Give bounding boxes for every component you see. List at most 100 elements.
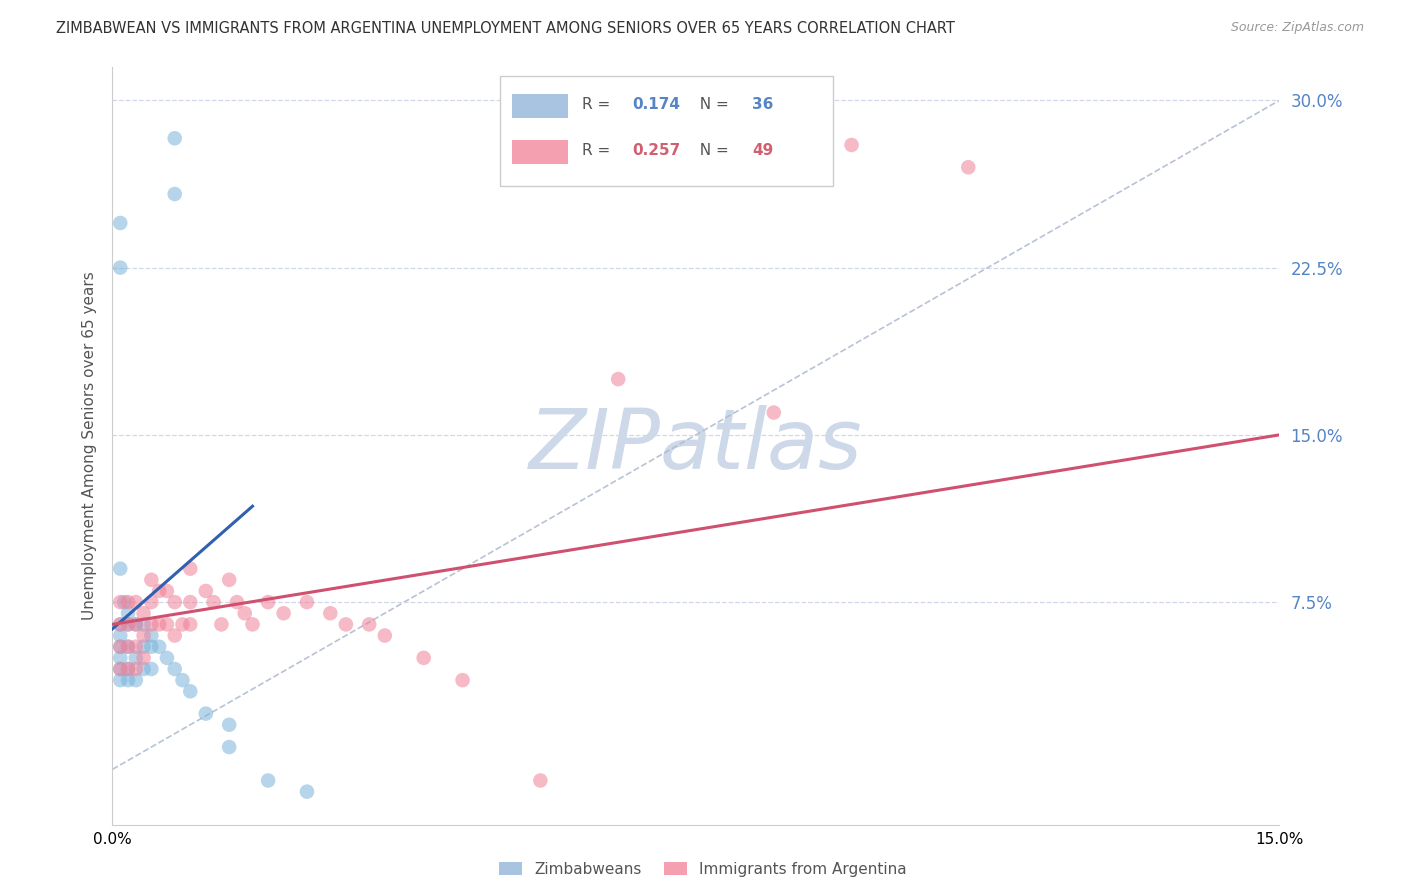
Point: [529, 773, 551, 788]
Point: [156, 617, 179, 632]
Point: [112, 595, 135, 609]
Point: [117, 617, 139, 632]
FancyBboxPatch shape: [501, 76, 832, 186]
Text: 49: 49: [752, 143, 773, 158]
Bar: [512, 140, 568, 164]
Point: [117, 640, 139, 654]
Point: [179, 595, 201, 609]
Point: [125, 617, 148, 632]
Point: [273, 607, 295, 621]
Point: [218, 740, 240, 755]
Point: [202, 595, 225, 609]
Point: [132, 607, 155, 621]
Point: [110, 673, 132, 688]
Point: [163, 595, 186, 609]
Point: [141, 573, 163, 587]
Text: R =: R =: [582, 143, 614, 158]
Point: [841, 137, 863, 152]
Point: [117, 662, 139, 676]
Point: [125, 673, 148, 688]
Point: [110, 662, 132, 676]
Point: [110, 216, 132, 230]
Point: [172, 617, 194, 632]
Point: [141, 640, 163, 654]
Point: [148, 584, 170, 599]
Point: [218, 717, 240, 731]
Point: [374, 629, 396, 643]
Point: [132, 640, 155, 654]
Point: [163, 187, 186, 202]
Text: N =: N =: [690, 97, 734, 112]
Point: [148, 640, 170, 654]
Point: [110, 562, 132, 576]
Point: [110, 640, 132, 654]
Point: [156, 651, 179, 665]
Point: [141, 617, 163, 632]
Point: [172, 673, 194, 688]
Point: [156, 584, 179, 599]
Point: [117, 662, 139, 676]
Text: ZIPatlas: ZIPatlas: [529, 406, 863, 486]
Point: [762, 405, 785, 420]
Point: [179, 562, 201, 576]
Point: [110, 260, 132, 275]
Point: [125, 651, 148, 665]
Point: [132, 662, 155, 676]
Point: [141, 662, 163, 676]
Point: [110, 640, 132, 654]
Point: [335, 617, 357, 632]
Point: [141, 595, 163, 609]
Text: Source: ZipAtlas.com: Source: ZipAtlas.com: [1230, 21, 1364, 34]
Point: [957, 161, 980, 175]
Point: [359, 617, 381, 632]
Point: [179, 684, 201, 698]
Point: [148, 617, 170, 632]
Point: [110, 651, 132, 665]
Point: [110, 617, 132, 632]
Point: [132, 629, 155, 643]
Point: [451, 673, 474, 688]
Point: [233, 607, 256, 621]
Point: [412, 651, 434, 665]
Point: [125, 662, 148, 676]
Point: [226, 595, 249, 609]
Point: [141, 629, 163, 643]
Legend: Zimbabweans, Immigrants from Argentina: Zimbabweans, Immigrants from Argentina: [491, 854, 915, 884]
Text: 0.257: 0.257: [631, 143, 681, 158]
Point: [132, 617, 155, 632]
Point: [110, 662, 132, 676]
Text: N =: N =: [690, 143, 734, 158]
Point: [117, 640, 139, 654]
Point: [209, 617, 232, 632]
Point: [132, 651, 155, 665]
Text: 36: 36: [752, 97, 773, 112]
Point: [117, 673, 139, 688]
Point: [179, 617, 201, 632]
Point: [295, 595, 318, 609]
Point: [117, 595, 139, 609]
Text: ZIMBABWEAN VS IMMIGRANTS FROM ARGENTINA UNEMPLOYMENT AMONG SENIORS OVER 65 YEARS: ZIMBABWEAN VS IMMIGRANTS FROM ARGENTINA …: [56, 21, 955, 36]
Point: [110, 629, 132, 643]
Point: [163, 131, 186, 145]
Bar: [512, 95, 568, 119]
Point: [218, 573, 240, 587]
Point: [194, 706, 217, 721]
Point: [110, 595, 132, 609]
Point: [125, 640, 148, 654]
Point: [295, 785, 318, 799]
Point: [117, 607, 139, 621]
Text: 0.174: 0.174: [631, 97, 679, 112]
Point: [163, 629, 186, 643]
Point: [163, 662, 186, 676]
Point: [110, 617, 132, 632]
Point: [257, 595, 280, 609]
Text: R =: R =: [582, 97, 614, 112]
Point: [319, 607, 342, 621]
Point: [125, 595, 148, 609]
Point: [257, 773, 280, 788]
Point: [194, 584, 217, 599]
Point: [242, 617, 264, 632]
Point: [125, 617, 148, 632]
Y-axis label: Unemployment Among Seniors over 65 years: Unemployment Among Seniors over 65 years: [82, 272, 97, 620]
Point: [117, 617, 139, 632]
